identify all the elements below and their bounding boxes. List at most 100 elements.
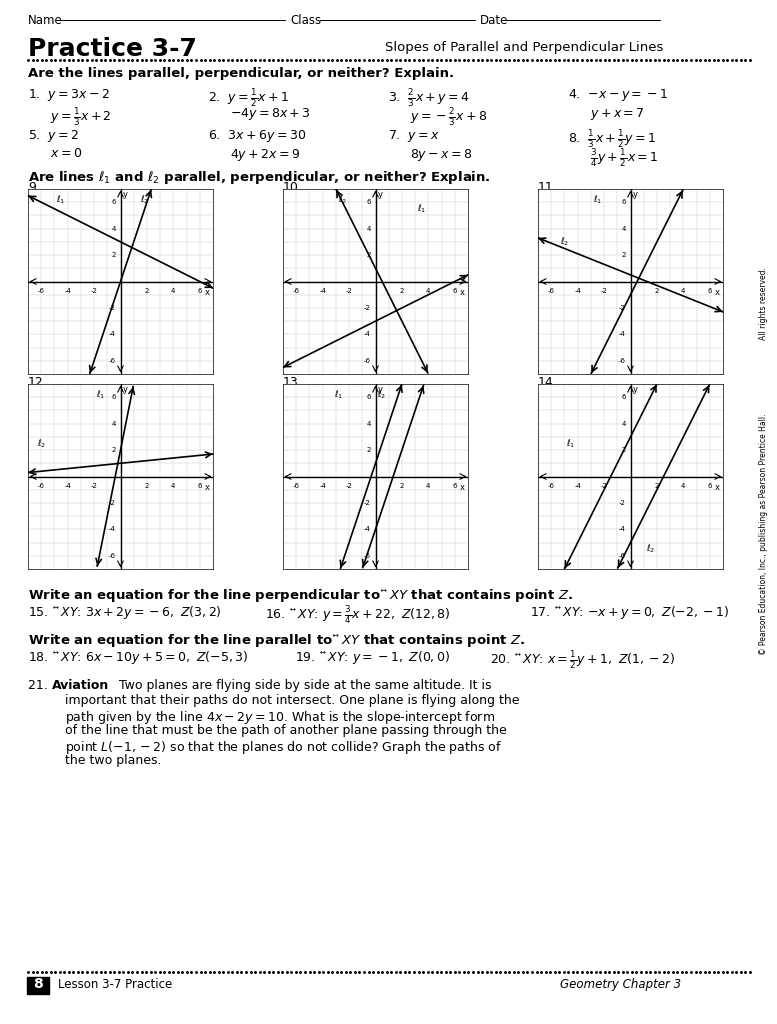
Text: 2.  $y = \frac{1}{2}x + 1$: 2. $y = \frac{1}{2}x + 1$ — [208, 87, 289, 109]
Text: -6: -6 — [38, 288, 45, 294]
Text: 2: 2 — [399, 288, 404, 294]
Text: 12.: 12. — [28, 376, 47, 389]
Text: point $L(-1, -2)$ so that the planes do not collide? Graph the paths of: point $L(-1, -2)$ so that the planes do … — [65, 739, 502, 756]
Text: $\ell_2$: $\ell_2$ — [378, 388, 387, 400]
Text: Date: Date — [480, 14, 508, 27]
Text: 2: 2 — [367, 252, 371, 258]
Text: 4: 4 — [367, 225, 371, 231]
Text: x: x — [460, 483, 465, 493]
Text: x: x — [205, 483, 211, 493]
Text: 6: 6 — [622, 394, 626, 400]
Text: $\ell_2$: $\ell_2$ — [37, 437, 46, 450]
Text: 4: 4 — [426, 288, 430, 294]
Text: 3.  $\frac{2}{3}x + y = 4$: 3. $\frac{2}{3}x + y = 4$ — [388, 87, 470, 109]
Text: x: x — [715, 288, 720, 297]
Text: $\ell_2$: $\ell_2$ — [559, 236, 569, 248]
Text: 13.: 13. — [283, 376, 303, 389]
Text: -2: -2 — [601, 288, 608, 294]
Text: -4: -4 — [109, 526, 116, 532]
Text: important that their paths do not intersect. One plane is flying along the: important that their paths do not inters… — [65, 694, 520, 707]
Text: 17.  $\overleftrightarrow{XY}$: $-x + y = 0,\ Z(-2,-1)$: 17. $\overleftrightarrow{XY}$: $-x + y =… — [530, 604, 729, 621]
Text: 4: 4 — [171, 288, 176, 294]
Text: -6: -6 — [293, 483, 300, 489]
Text: 2: 2 — [112, 252, 116, 258]
Text: 6: 6 — [452, 483, 457, 489]
Text: 6: 6 — [708, 483, 712, 489]
FancyBboxPatch shape — [27, 977, 49, 994]
Text: -6: -6 — [548, 483, 555, 489]
Text: -4: -4 — [574, 288, 581, 294]
Text: x: x — [205, 288, 211, 297]
Text: $\ell_1$: $\ell_1$ — [566, 437, 576, 450]
Text: -4: -4 — [619, 332, 626, 337]
Text: $x = 0$: $x = 0$ — [50, 147, 82, 160]
Text: Class: Class — [290, 14, 321, 27]
Text: 6: 6 — [622, 200, 626, 205]
Text: $\ell_2$: $\ell_2$ — [338, 194, 347, 206]
Text: -4: -4 — [619, 526, 626, 532]
Text: Geometry Chapter 3: Geometry Chapter 3 — [560, 978, 681, 991]
Text: $\ell_2$: $\ell_2$ — [646, 543, 655, 555]
Text: Two planes are flying side by side at the same altitude. It is: Two planes are flying side by side at th… — [115, 679, 492, 692]
Text: 4: 4 — [112, 421, 116, 427]
Text: 2: 2 — [399, 483, 404, 489]
Text: 15.  $\overleftrightarrow{XY}$: $3x + 2y = -6,\ Z(3,2)$: 15. $\overleftrightarrow{XY}$: $3x + 2y … — [28, 604, 221, 621]
Text: -2: -2 — [619, 500, 626, 506]
Text: 2: 2 — [655, 483, 659, 489]
Text: Aviation: Aviation — [52, 679, 110, 692]
Text: 16.  $\overleftrightarrow{XY}$: $y = \frac{3}{4}x + 22,\ Z(12,8)$: 16. $\overleftrightarrow{XY}$: $y = \fra… — [265, 604, 451, 626]
Text: $y = -\frac{2}{3}x + 8$: $y = -\frac{2}{3}x + 8$ — [410, 106, 487, 128]
Text: 9.: 9. — [28, 181, 40, 194]
Text: 6: 6 — [111, 394, 116, 400]
Text: path given by the line $4x - 2y = 10$. What is the slope-intercept form: path given by the line $4x - 2y = 10$. W… — [65, 709, 495, 726]
Text: 4: 4 — [426, 483, 430, 489]
Text: $-4y = 8x + 3$: $-4y = 8x + 3$ — [230, 106, 311, 122]
Text: 2: 2 — [622, 447, 626, 453]
Text: x: x — [715, 483, 720, 493]
Text: 6: 6 — [197, 288, 202, 294]
Text: © Pearson Education, Inc., publishing as Pearson Prentice Hall.: © Pearson Education, Inc., publishing as… — [759, 414, 768, 654]
Text: 6: 6 — [111, 200, 116, 205]
Text: $\ell_1$: $\ell_1$ — [57, 194, 66, 206]
Text: $\ell_1$: $\ell_1$ — [417, 203, 427, 215]
Text: -6: -6 — [38, 483, 45, 489]
Text: Write an equation for the line parallel to $\overleftrightarrow{XY}$ that contai: Write an equation for the line parallel … — [28, 632, 525, 649]
Text: 6: 6 — [708, 288, 712, 294]
Text: -4: -4 — [574, 483, 581, 489]
Text: -2: -2 — [109, 500, 116, 506]
Text: $4y + 2x = 9$: $4y + 2x = 9$ — [230, 147, 301, 163]
Text: y: y — [378, 189, 383, 199]
Text: 14.: 14. — [538, 376, 558, 389]
Text: 20.  $\overleftrightarrow{XY}$: $x = \frac{1}{2}y + 1,\ Z(1,-2)$: 20. $\overleftrightarrow{XY}$: $x = \fra… — [490, 649, 675, 671]
Text: $y = \frac{1}{3}x + 2$: $y = \frac{1}{3}x + 2$ — [50, 106, 112, 128]
Text: 8: 8 — [33, 977, 43, 991]
Text: 21.: 21. — [28, 679, 56, 692]
Text: the two planes.: the two planes. — [65, 754, 162, 767]
Text: Slopes of Parallel and Perpendicular Lines: Slopes of Parallel and Perpendicular Lin… — [385, 41, 664, 54]
Text: 2: 2 — [145, 483, 149, 489]
Text: -2: -2 — [601, 483, 608, 489]
Text: Write an equation for the line perpendicular to $\overleftrightarrow{XY}$ that c: Write an equation for the line perpendic… — [28, 587, 573, 604]
Text: -2: -2 — [109, 305, 116, 311]
Text: 2: 2 — [112, 447, 116, 453]
Text: 1.  $y = 3x - 2$: 1. $y = 3x - 2$ — [28, 87, 110, 103]
Text: -4: -4 — [364, 526, 371, 532]
Text: $\ell_2$: $\ell_2$ — [140, 194, 149, 206]
Text: 11.: 11. — [538, 181, 558, 194]
Text: 2: 2 — [622, 252, 626, 258]
Text: y: y — [378, 385, 383, 394]
Text: -6: -6 — [548, 288, 555, 294]
Text: 6: 6 — [367, 394, 371, 400]
Text: 6.  $3x + 6y = 30$: 6. $3x + 6y = 30$ — [208, 128, 306, 144]
Text: -6: -6 — [293, 288, 300, 294]
Text: 7.  $y = x$: 7. $y = x$ — [388, 128, 440, 144]
Text: y: y — [633, 189, 638, 199]
Text: $\ell_1$: $\ell_1$ — [96, 388, 106, 400]
Text: -4: -4 — [319, 288, 326, 294]
Text: -6: -6 — [109, 553, 116, 559]
Text: -6: -6 — [364, 553, 371, 559]
Text: -4: -4 — [64, 288, 71, 294]
Text: $\ell_1$: $\ell_1$ — [593, 194, 602, 206]
Text: -2: -2 — [346, 483, 353, 489]
Text: 2: 2 — [367, 447, 371, 453]
